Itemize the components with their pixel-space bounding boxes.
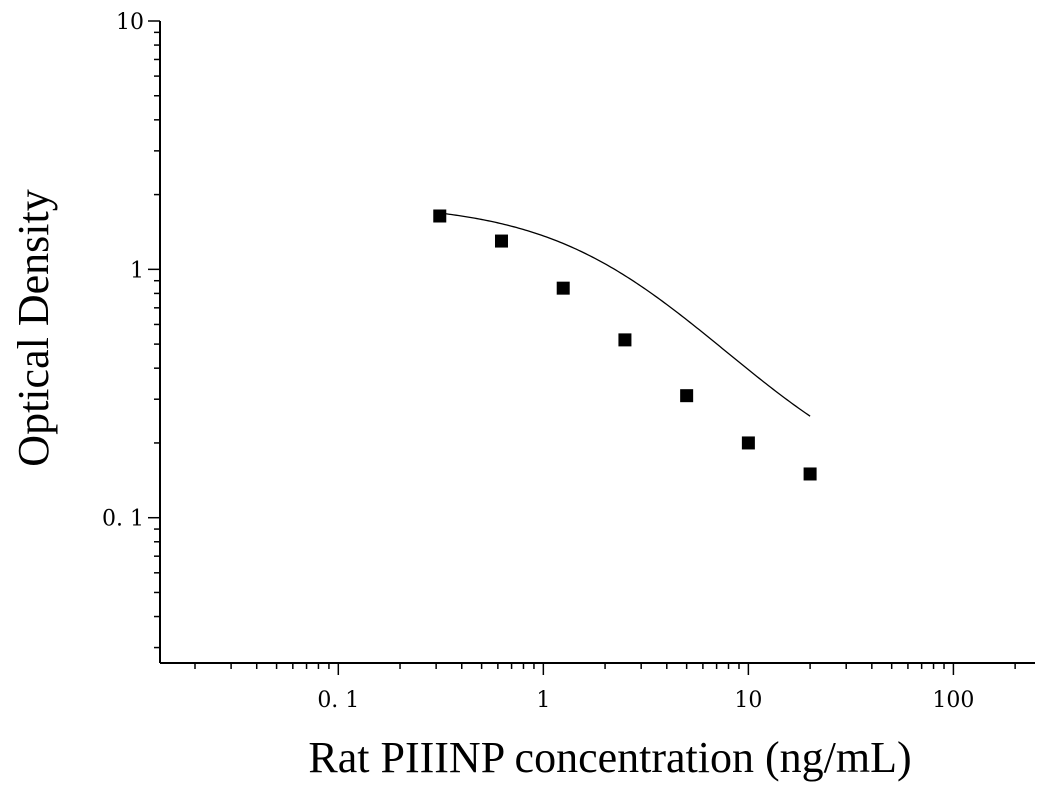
x-tick-label: 10 xyxy=(734,688,762,713)
data-points xyxy=(433,209,817,481)
data-point xyxy=(741,436,755,450)
y-tick-label: 10 xyxy=(116,10,144,35)
x-axis: 0. 1 1 10 100 xyxy=(160,662,1035,713)
y-axis-ticks: 10 1 0. 1 xyxy=(102,10,160,649)
x-axis-title: Rat PIIINP concentration (ng/mL) xyxy=(308,733,911,782)
data-point xyxy=(556,281,570,295)
y-axis: 10 1 0. 1 xyxy=(102,10,161,663)
x-axis-ticks: 0. 1 1 10 100 xyxy=(194,663,1016,713)
data-point xyxy=(803,467,817,481)
x-tick-label: 0. 1 xyxy=(317,688,359,713)
y-tick-label: 0. 1 xyxy=(102,507,144,532)
data-point xyxy=(618,333,632,347)
x-tick-label: 100 xyxy=(932,688,974,713)
x-tick-label: 1 xyxy=(536,688,550,713)
data-point xyxy=(680,389,694,403)
data-point xyxy=(433,209,447,223)
y-axis-title: Optical Density xyxy=(9,189,58,466)
y-tick-label: 1 xyxy=(130,258,144,283)
data-point xyxy=(494,234,508,248)
fit-curve xyxy=(439,212,811,417)
